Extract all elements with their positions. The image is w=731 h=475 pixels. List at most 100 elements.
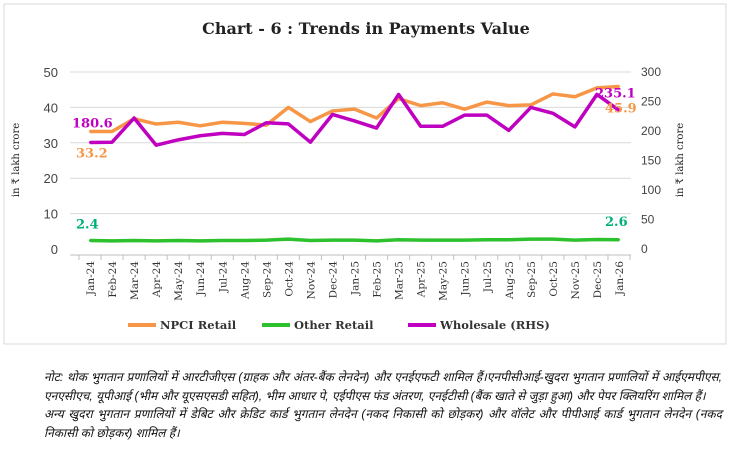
y-axis-label-right: in ₹ lakh crore <box>675 123 686 197</box>
x-tick-label: May-24 <box>173 261 185 301</box>
data-point-other-retail <box>485 238 488 241</box>
data-point-other-retail <box>353 238 356 242</box>
data-point-wholesale-rhs <box>88 141 92 144</box>
data-point-npci-retail <box>287 106 290 109</box>
data-point-wholesale-rhs <box>375 126 378 130</box>
data-point-other-retail <box>529 237 533 241</box>
data-point-wholesale-rhs <box>397 93 400 96</box>
data-point-npci-retail <box>507 104 510 107</box>
data-point-wholesale-rhs <box>441 125 444 128</box>
x-tick-label: Jan-24 <box>85 261 97 296</box>
data-point-other-retail <box>110 239 114 243</box>
data-point-wholesale-rhs <box>551 112 555 115</box>
data-point-npci-retail <box>441 101 444 104</box>
data-point-other-retail <box>441 238 444 242</box>
note-wholesale-npci: नोट: थोक भुगतान प्रणालियों में आरटीजीएस … <box>44 370 722 403</box>
data-label-other-retail: 2.6 <box>605 215 628 230</box>
data-point-wholesale-rhs <box>287 122 290 126</box>
data-point-wholesale-rhs <box>617 109 621 112</box>
data-point-other-retail <box>309 239 312 242</box>
payments-value-chart: Chart - 6 : Trends in Payments Value in … <box>3 3 727 345</box>
data-point-npci-retail <box>110 130 114 133</box>
data-point-npci-retail <box>154 122 158 126</box>
data-point-wholesale-rhs <box>199 134 202 137</box>
y-tick-left: 10 <box>44 207 58 222</box>
x-tick-label: Jun-25 <box>460 261 472 297</box>
data-point-other-retail <box>199 239 202 243</box>
y-axis-label-left: in ₹ lakh crore <box>11 123 22 197</box>
y-tick-left: 0 <box>51 242 58 257</box>
y-tick-right: 300 <box>641 65 661 79</box>
chart-title: Chart - 6 : Trends in Payments Value <box>202 19 530 38</box>
x-tick-label: Oct-25 <box>548 261 560 297</box>
data-point-other-retail <box>551 237 555 241</box>
data-point-npci-retail <box>573 95 577 98</box>
data-point-npci-retail <box>88 130 92 133</box>
y-tick-right: 150 <box>641 154 661 168</box>
y-tick-right: 250 <box>641 95 661 109</box>
data-point-wholesale-rhs <box>507 129 510 132</box>
data-point-npci-retail <box>617 85 621 88</box>
data-label-npci-retail: 33.2 <box>76 146 108 161</box>
data-point-npci-retail <box>551 92 555 96</box>
x-tick-label: Aug-25 <box>504 261 516 300</box>
x-tick-label: Aug-24 <box>239 261 251 300</box>
data-point-wholesale-rhs <box>353 119 356 123</box>
data-point-other-retail <box>419 238 422 242</box>
data-point-npci-retail <box>529 103 533 107</box>
x-tick-label: May-25 <box>438 261 450 301</box>
x-tick-label: Jun-24 <box>195 261 207 297</box>
data-point-other-retail <box>154 239 158 243</box>
legend-label-wholesale-rhs: Wholesale (RHS) <box>439 318 550 332</box>
data-point-other-retail <box>221 239 224 242</box>
data-point-wholesale-rhs <box>529 106 533 109</box>
y-tick-left: 20 <box>44 171 58 186</box>
data-point-wholesale-rhs <box>309 141 312 144</box>
x-tick-label: Feb-24 <box>107 261 119 298</box>
x-tick-label: Sep-24 <box>261 261 273 298</box>
data-point-other-retail <box>617 238 621 241</box>
data-point-npci-retail <box>331 109 334 113</box>
data-point-wholesale-rhs <box>154 143 158 147</box>
data-point-other-retail <box>595 238 599 241</box>
data-point-wholesale-rhs <box>265 121 268 124</box>
data-point-other-retail <box>287 237 290 241</box>
x-tick-label: Dec-25 <box>592 261 604 298</box>
data-point-wholesale-rhs <box>176 138 180 142</box>
y-tick-left: 50 <box>44 65 58 80</box>
chart-border <box>3 3 727 345</box>
x-tick-label: Nov-24 <box>305 261 317 300</box>
data-point-other-retail <box>176 239 180 242</box>
note: नोट: थोक भुगतान प्रणालियों में आरटीजीएस … <box>44 368 722 442</box>
data-point-wholesale-rhs <box>243 133 246 136</box>
x-tick-label: Dec-24 <box>327 261 339 299</box>
data-point-other-retail <box>463 238 466 242</box>
y-tick-left: 30 <box>44 136 58 151</box>
data-point-npci-retail <box>595 86 599 90</box>
x-tick-label: Feb-25 <box>372 261 384 298</box>
data-point-npci-retail <box>309 120 312 123</box>
data-point-wholesale-rhs <box>419 125 422 128</box>
data-point-other-retail <box>243 239 246 242</box>
data-point-wholesale-rhs <box>485 113 488 117</box>
x-tick-label: Nov-25 <box>570 261 582 299</box>
x-tick-label: Oct-24 <box>283 261 295 297</box>
legend-label-npci-retail: NPCI Retail <box>160 318 237 332</box>
data-point-npci-retail <box>353 107 356 111</box>
x-tick-label: Apr-24 <box>151 261 163 299</box>
note-other-retail: अन्य खुदरा भुगतान प्रणालियों में डेबिट औ… <box>44 407 722 440</box>
x-tick-label: Apr-25 <box>416 261 428 298</box>
data-point-other-retail <box>132 239 136 242</box>
data-point-other-retail <box>88 239 92 242</box>
data-point-wholesale-rhs <box>331 113 334 116</box>
data-point-other-retail <box>265 238 268 242</box>
data-point-npci-retail <box>221 121 224 124</box>
y-tick-left: 40 <box>44 100 58 115</box>
data-point-npci-retail <box>176 121 180 124</box>
x-tick-label: Mar-25 <box>394 261 406 300</box>
y-tick-right: 0 <box>641 242 648 256</box>
data-point-wholesale-rhs <box>132 116 136 120</box>
y-tick-right: 200 <box>641 124 661 138</box>
y-tick-right: 100 <box>641 183 661 197</box>
